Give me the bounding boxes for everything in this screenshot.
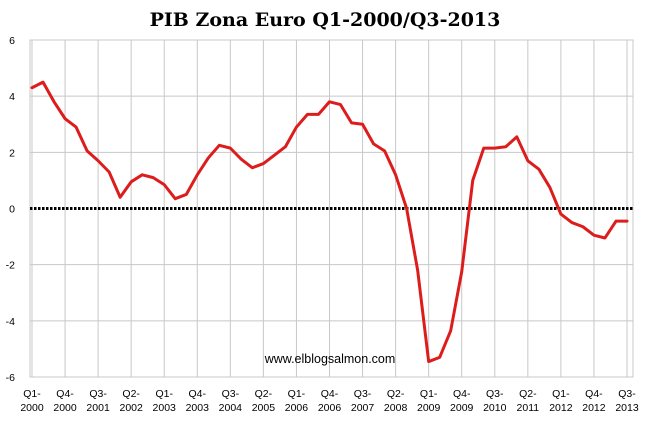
x-tick-label: Q2-2005 (252, 388, 276, 414)
x-tick-label: Q3-2004 (219, 388, 243, 414)
y-tick-label: -6 (6, 372, 15, 384)
y-axis-ticks: 6 4 2 0 -2 -4 -6 (6, 35, 16, 384)
x-tick-label: Q4-2003 (186, 388, 210, 414)
x-tick-label: Q1-2000 (20, 388, 44, 414)
x-tick-label: Q1-2006 (285, 388, 309, 414)
y-tick-label: 2 (9, 147, 15, 159)
x-tick-label: Q3-2001 (86, 388, 110, 414)
x-tick-label: Q4-2000 (53, 388, 77, 414)
x-tick-label: Q1-2009 (417, 388, 441, 414)
x-tick-label: Q3-2013 (615, 388, 639, 414)
x-tick-label: Q1-2012 (549, 388, 573, 414)
y-tick-label: 6 (9, 35, 15, 47)
x-tick-label: Q3-2010 (483, 388, 507, 414)
series-line (30, 80, 629, 364)
x-tick-label: Q2-2002 (119, 388, 143, 414)
y-tick-label: -4 (6, 316, 15, 328)
x-tick-label: Q1-2003 (153, 388, 177, 414)
x-tick-label: Q2-2011 (517, 388, 540, 414)
y-tick-label: 4 (9, 91, 15, 103)
series-layer (30, 80, 633, 364)
x-axis-ticks: Q1-2000 Q4-2000 Q3-2001 Q2-2002 Q1-2003 Q4-20… (20, 388, 639, 414)
y-tick-label: 0 (9, 204, 15, 216)
x-tick-label: Q3-2007 (351, 388, 375, 414)
chart-title: PIB Zona Euro Q1-2000/Q3-2013 (150, 9, 501, 31)
x-tick-label: Q4-2006 (318, 388, 342, 414)
watermark-annotation: www.elblogsalmon.com (264, 352, 396, 366)
y-tick-label: -2 (6, 260, 15, 272)
x-tick-label: Q4-2012 (582, 388, 606, 414)
x-tick-label: Q4-2009 (450, 388, 474, 414)
x-tick-label: Q2-2008 (384, 388, 408, 414)
